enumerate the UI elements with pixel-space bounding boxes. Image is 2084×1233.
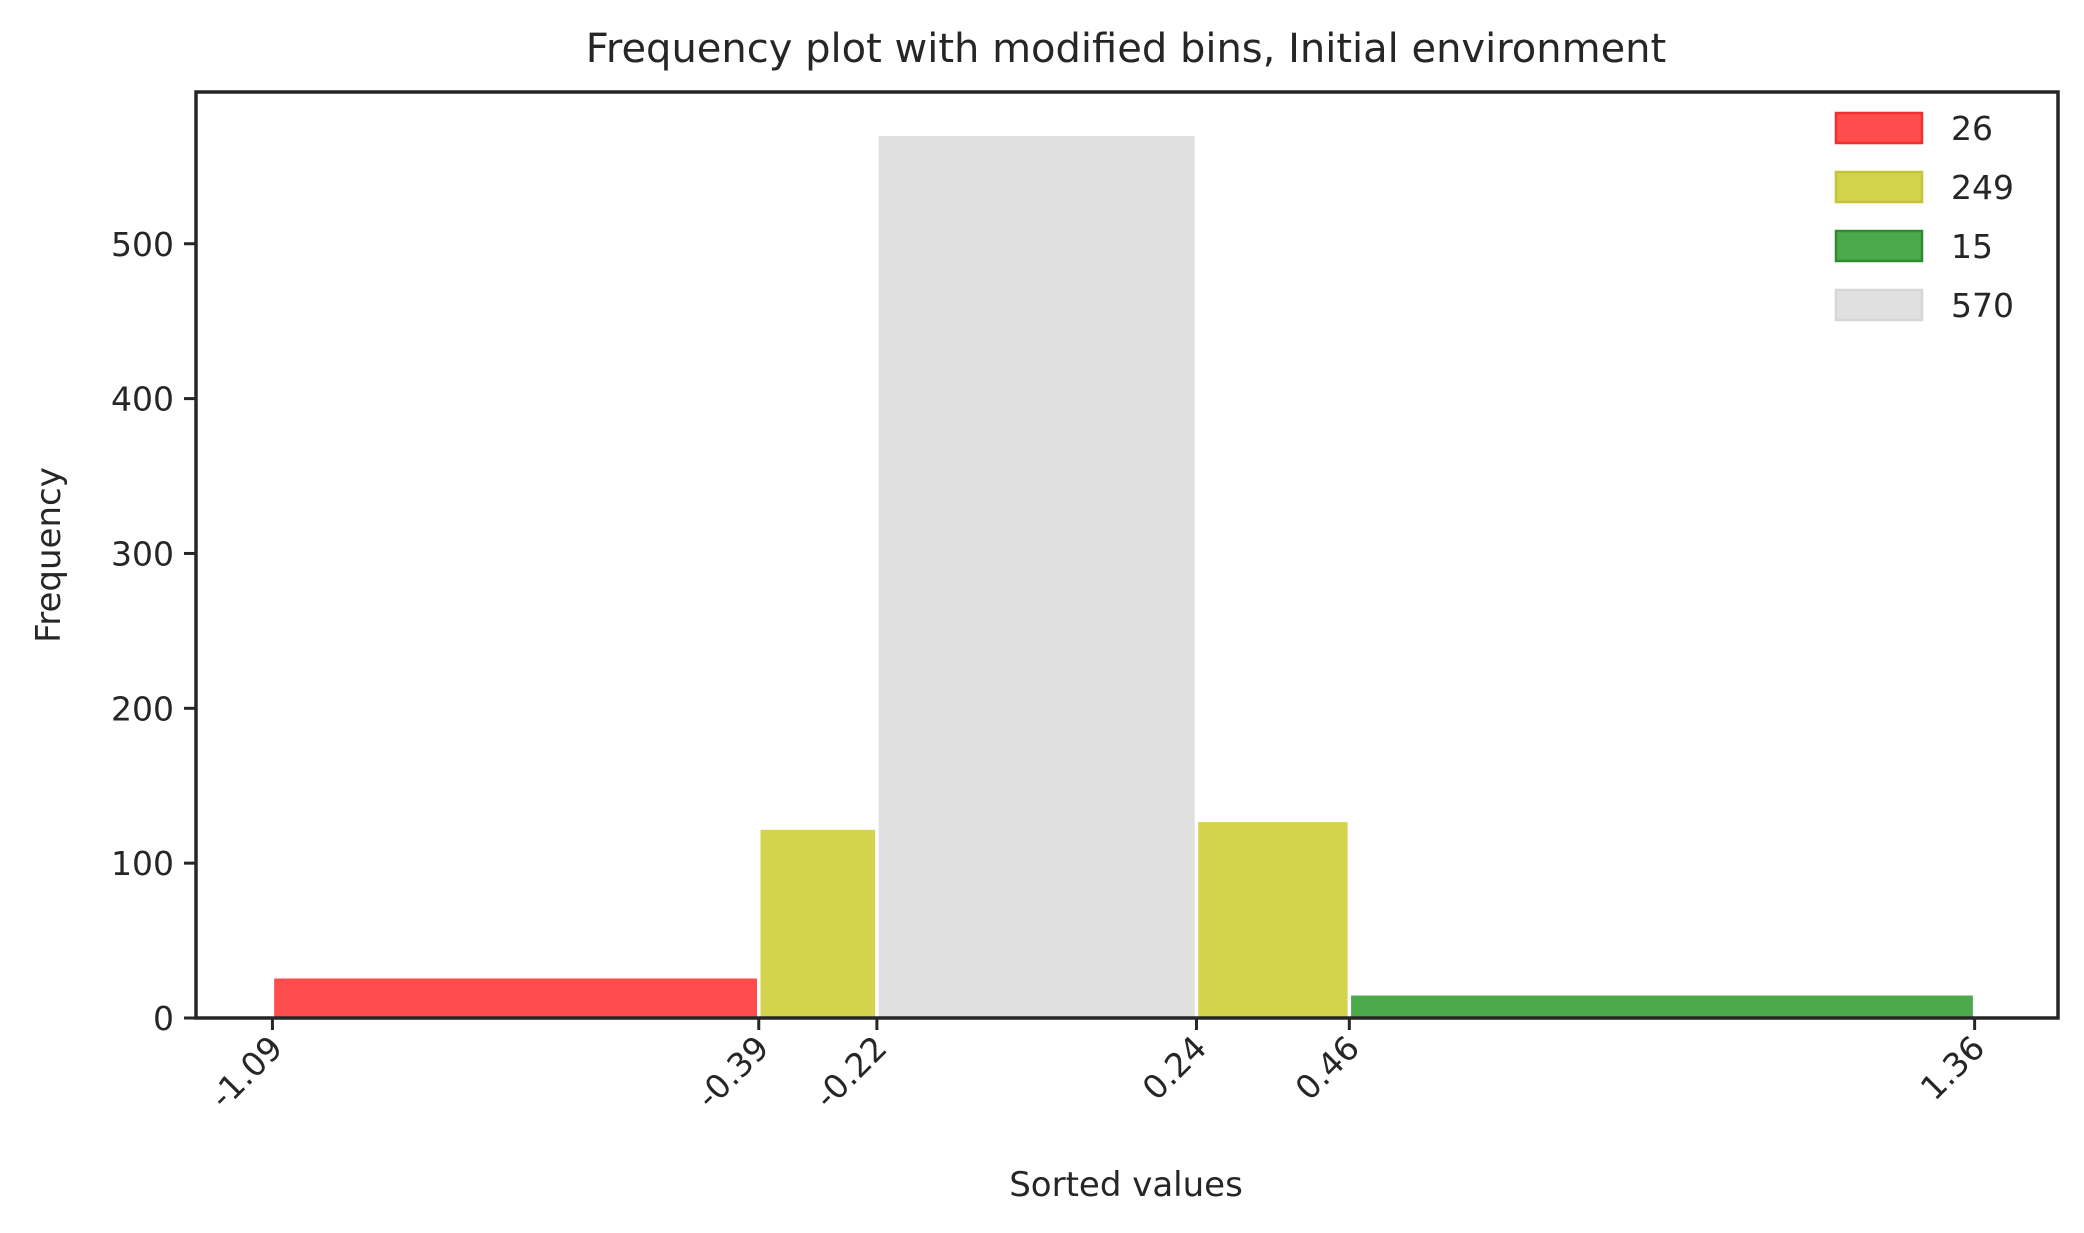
x-tick-label-2: -0.22: [807, 1028, 895, 1116]
x-tick-label-1: -0.39: [688, 1028, 776, 1116]
y-tick-label-1: 100: [111, 844, 174, 883]
y-tick-label-3: 300: [111, 534, 174, 573]
x-tick-label-3: 0.24: [1135, 1028, 1215, 1108]
x-axis: -1.09 -0.39 -0.22 0.24 0.46 1.36: [202, 1018, 1992, 1116]
y-axis-label: Frequency: [29, 467, 69, 643]
legend-swatch-1: [1834, 170, 1924, 204]
chart-title: Frequency plot with modified bins, Initi…: [586, 26, 1666, 72]
y-tick-label-4: 400: [111, 380, 174, 419]
plot-frame: [194, 90, 2060, 1020]
legend-swatch-3: [1834, 288, 1924, 322]
legend-label-2: 15: [1951, 227, 1993, 266]
y-tick-label-5: 500: [111, 225, 174, 264]
y-tick-label-0: 0: [153, 999, 174, 1038]
bar-series-2-bin-0: [1349, 994, 1975, 1019]
legend-label-0: 26: [1951, 109, 1993, 148]
x-axis-label: Sorted values: [1009, 1165, 1243, 1205]
y-tick-label-2: 200: [111, 689, 174, 728]
bar-series-1-bin-0: [759, 828, 877, 1019]
x-tick-label-0: -1.09: [202, 1028, 290, 1116]
bars-group: [272, 134, 1975, 1019]
x-tick-label-4: 0.46: [1287, 1028, 1367, 1108]
legend-swatch-0: [1834, 111, 1924, 145]
legend-swatch-2: [1834, 229, 1924, 263]
legend-label-3: 570: [1951, 286, 2014, 325]
bar-series-3-bin-0: [877, 134, 1197, 1019]
x-tick-label-5: 1.36: [1913, 1028, 1993, 1108]
legend: 26 249 15 570: [1834, 109, 2014, 325]
bar-series-0-bin-0: [272, 976, 759, 1019]
legend-label-1: 249: [1951, 168, 2014, 207]
y-axis: 0 100 200 300 400 500: [111, 225, 196, 1038]
bar-series-1-bin-1: [1196, 820, 1350, 1019]
